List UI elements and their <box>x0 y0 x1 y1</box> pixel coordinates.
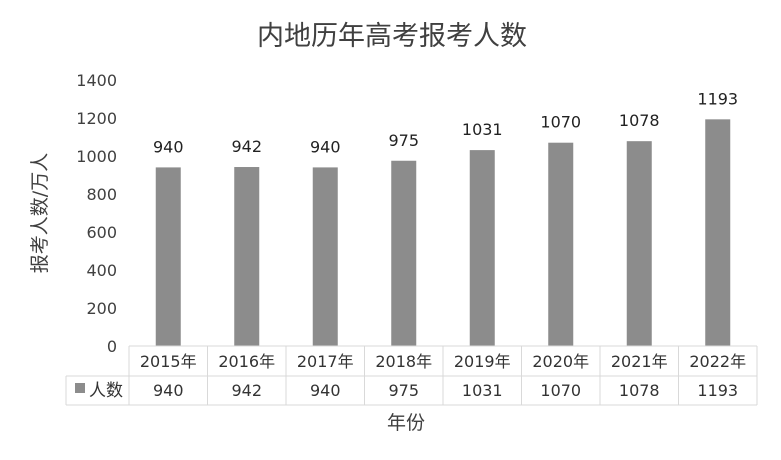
y-tick-label: 1000 <box>76 147 117 166</box>
y-axis-title: 报考人数/万人 <box>29 153 51 273</box>
y-tick-label: 400 <box>86 261 117 280</box>
table-value: 940 <box>153 381 184 400</box>
table-value: 975 <box>388 381 419 400</box>
bar <box>312 167 338 346</box>
bar <box>234 167 260 346</box>
y-tick-label: 0 <box>107 337 117 356</box>
bar <box>391 160 417 346</box>
y-tick-label: 800 <box>86 185 117 204</box>
y-axis: 0 200 400 600 800 1000 1200 1400 <box>76 71 117 356</box>
bar <box>469 150 495 346</box>
chart-title: 内地历年高考报考人数 <box>257 21 527 52</box>
y-tick-label: 1400 <box>76 71 117 90</box>
x-axis-title: 年份 <box>387 412 425 434</box>
legend-label: 人数 <box>89 381 123 401</box>
bar <box>705 119 731 346</box>
y-tick-label: 200 <box>86 299 117 318</box>
data-label: 1193 <box>697 89 738 108</box>
data-label: 942 <box>231 137 262 156</box>
x-tick-label: 2022年 <box>689 352 746 371</box>
y-tick-label: 1200 <box>76 109 117 128</box>
table-value: 1031 <box>462 381 503 400</box>
bar <box>155 167 181 346</box>
plot-area: 940 942 940 975 1031 1070 1078 1193 <box>153 89 738 346</box>
table-value: 1193 <box>697 381 738 400</box>
x-tick-label: 2020年 <box>532 352 589 371</box>
bar <box>626 141 652 346</box>
table-value: 940 <box>310 381 341 400</box>
x-tick-label: 2015年 <box>140 352 197 371</box>
legend-swatch <box>75 383 85 393</box>
data-table: 2015年 940 2016年 942 2017年 940 2018年 975 2019年 103… <box>65 345 758 406</box>
bar <box>548 142 574 346</box>
data-label: 940 <box>153 137 184 156</box>
table-value: 942 <box>231 381 262 400</box>
x-tick-label: 2021年 <box>611 352 668 371</box>
data-label: 940 <box>310 137 341 156</box>
table-value: 1078 <box>619 381 660 400</box>
y-tick-label: 600 <box>86 223 117 242</box>
x-tick-label: 2017年 <box>297 352 354 371</box>
data-label: 1078 <box>619 111 660 130</box>
data-label: 975 <box>388 131 419 150</box>
x-tick-label: 2016年 <box>218 352 275 371</box>
data-label: 1070 <box>540 113 581 132</box>
x-tick-label: 2018年 <box>375 352 432 371</box>
x-tick-label: 2019年 <box>454 352 511 371</box>
table-value: 1070 <box>540 381 581 400</box>
data-label: 1031 <box>462 120 503 139</box>
